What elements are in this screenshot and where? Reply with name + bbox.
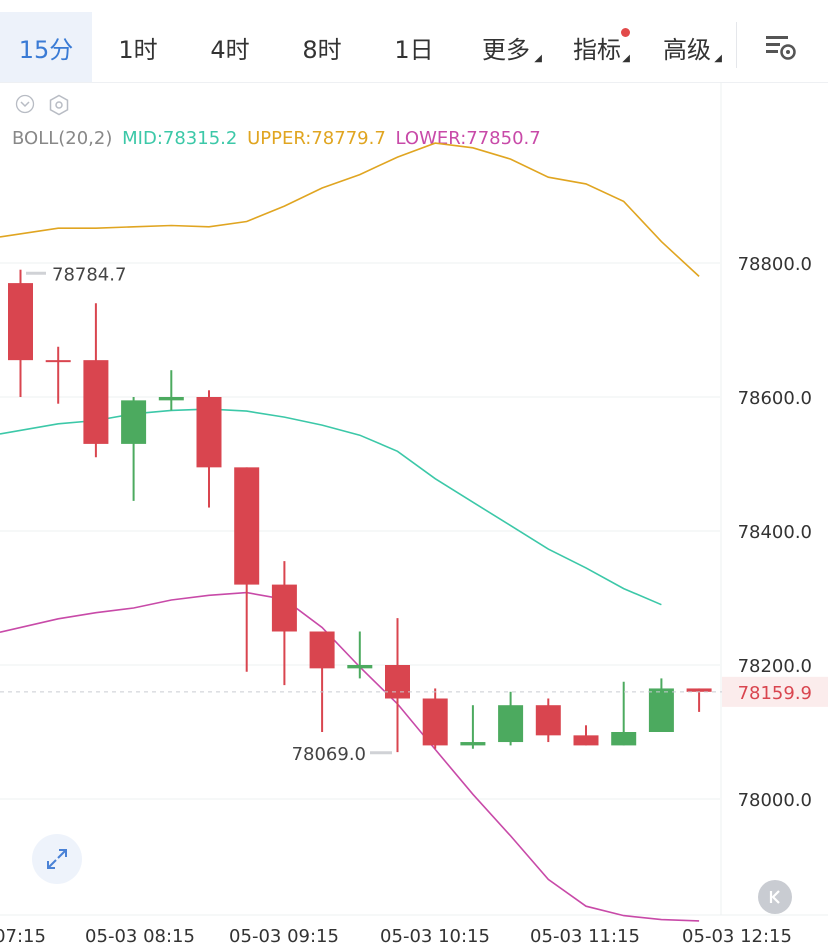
current-price-tag xyxy=(722,676,828,707)
dropdown-triangle-icon: ◢ xyxy=(714,53,722,64)
y-tick-label: 78400.0 xyxy=(738,522,812,543)
indicator-settings-icon[interactable] xyxy=(48,94,69,116)
boll-name: BOLL(20,2) xyxy=(12,128,113,149)
candle-body xyxy=(45,360,71,363)
jump-to-latest-icon xyxy=(769,890,780,904)
x-tick-label: 05-03 10:15 xyxy=(380,926,490,947)
scroll-to-latest-button[interactable] xyxy=(758,880,792,914)
tab-label: 4时 xyxy=(210,35,250,64)
candle-body xyxy=(385,665,410,699)
tab-label: 指标 xyxy=(573,35,621,64)
candle-body xyxy=(611,732,637,746)
tab-label: 高级 xyxy=(663,35,711,64)
candle-body xyxy=(158,397,184,401)
y-tick-label: 78800.0 xyxy=(738,254,812,275)
candle-body xyxy=(309,631,335,669)
candle-body xyxy=(8,283,33,361)
candle-body xyxy=(573,735,599,746)
timeframe-tabs: 15分 1时 4时 8时 1日 更多 ◢ 指标 ◢ 高级 ◢ xyxy=(0,0,828,83)
tab-15m[interactable]: 15分 xyxy=(0,12,92,82)
fullscreen-button[interactable] xyxy=(32,834,82,884)
y-tick-label: 78600.0 xyxy=(738,388,812,409)
tab-more[interactable]: 更多 ◢ xyxy=(460,12,552,82)
candle-body xyxy=(234,467,260,585)
candle-body xyxy=(422,698,448,746)
dropdown-triangle-icon: ◢ xyxy=(622,53,630,64)
low-price-label: 78069.0 xyxy=(292,744,366,765)
dropdown-triangle-icon: ◢ xyxy=(534,53,542,64)
tab-divider xyxy=(736,22,737,68)
candle-body xyxy=(83,360,109,444)
tab-1d[interactable]: 1日 xyxy=(368,12,460,82)
boll-upper-value: UPPER:78779.7 xyxy=(247,128,386,149)
x-tick-label: 05-03 08:15 xyxy=(85,926,195,947)
tab-1h[interactable]: 1时 xyxy=(92,12,184,82)
candle-body xyxy=(271,584,297,632)
tab-advanced[interactable]: 高级 ◢ xyxy=(642,12,732,82)
expand-icon xyxy=(47,849,67,869)
current-price-label: 78159.9 xyxy=(738,683,812,704)
candle-body xyxy=(460,742,486,746)
tab-indicators[interactable]: 指标 ◢ xyxy=(552,12,642,82)
x-tick-label: 05-03 11:15 xyxy=(530,926,640,947)
chart-settings-icon[interactable] xyxy=(760,30,800,64)
tab-label: 1时 xyxy=(118,35,158,64)
candle-body xyxy=(535,705,561,736)
y-tick-label: 78200.0 xyxy=(738,656,812,677)
x-tick-label: 07:15 xyxy=(0,926,46,947)
y-tick-label: 78000.0 xyxy=(738,790,812,811)
tab-label: 15分 xyxy=(18,35,74,64)
candle-body xyxy=(196,397,222,468)
x-tick-label: 05-03 09:15 xyxy=(229,926,339,947)
notification-dot-icon xyxy=(621,28,630,37)
boll-upper-line xyxy=(0,142,700,277)
candle-body xyxy=(121,400,147,444)
high-price-label: 78784.7 xyxy=(52,264,126,285)
tab-label: 更多 xyxy=(482,35,530,64)
candle-body xyxy=(648,688,674,732)
tab-label: 1日 xyxy=(394,35,434,64)
boll-mid-value: MID:78315.2 xyxy=(122,128,238,149)
collapse-chevron-icon[interactable] xyxy=(15,94,35,114)
tab-4h[interactable]: 4时 xyxy=(184,12,276,82)
tab-8h[interactable]: 8时 xyxy=(276,12,368,82)
candle-body xyxy=(347,665,373,669)
x-tick-label: 05-03 12:15 xyxy=(682,926,792,947)
candle-body xyxy=(498,705,524,743)
candle-body xyxy=(686,688,712,692)
tab-label: 8时 xyxy=(302,35,342,64)
